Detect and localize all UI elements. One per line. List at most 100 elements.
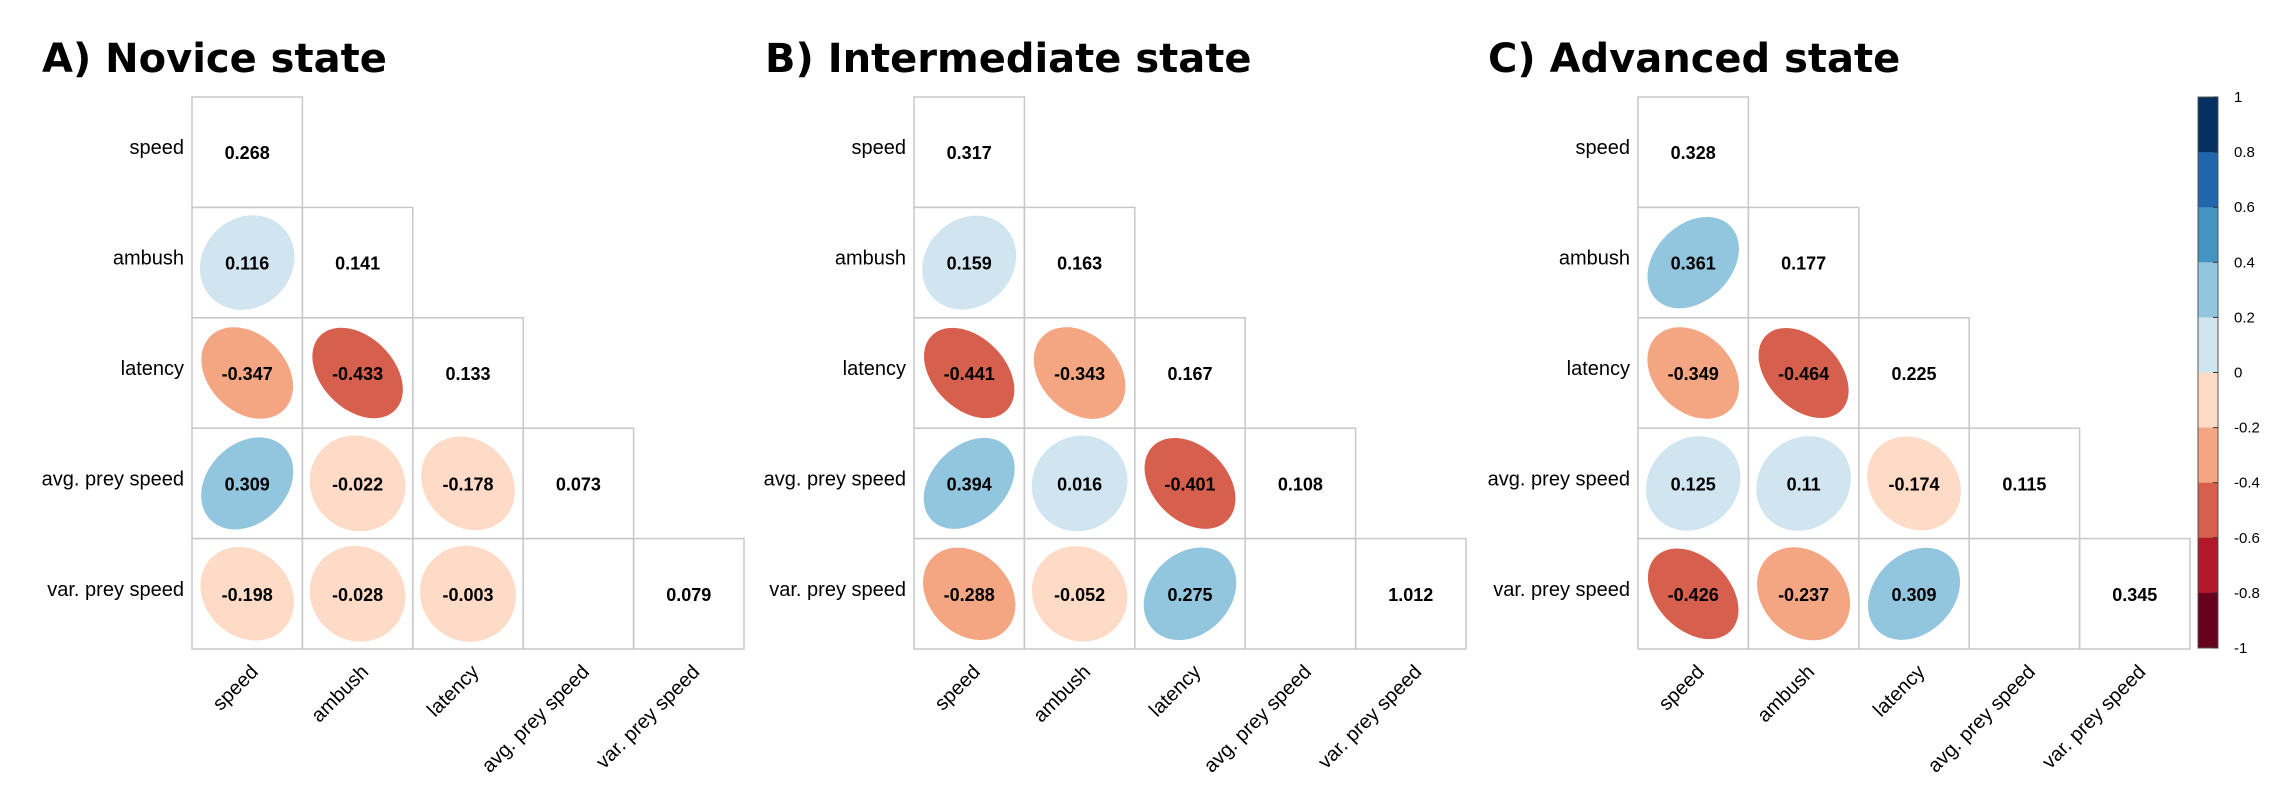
cell-value: 0.163: [1057, 254, 1102, 274]
cell-value: 0.275: [1167, 585, 1212, 605]
col-label-avg-prey-speed: avg. prey speed: [1200, 661, 1316, 777]
panel-title: C) Advanced state: [1488, 36, 1900, 82]
cell-value: 0.225: [1891, 364, 1936, 384]
cell-value: 0.309: [225, 474, 270, 494]
cell-value: -0.464: [1778, 364, 1829, 384]
col-label-ambush: ambush: [1753, 661, 1819, 727]
colorbar-segment: [2198, 262, 2218, 318]
cell-value: 0.141: [335, 254, 380, 274]
row-label-avg-prey-speed: avg. prey speed: [1488, 468, 1630, 490]
colorbar-tick-label: 0.4: [2234, 254, 2255, 271]
row-label-avg-prey-speed: avg. prey speed: [764, 468, 906, 490]
row-label-avg-prey-speed: avg. prey speed: [42, 468, 184, 490]
correlation-ellipse: [1647, 327, 1739, 419]
panel-1: A) Novice state 0.268 0.116 0.141 -0.347 -0.4…: [42, 36, 745, 777]
cell-value: -0.174: [1888, 474, 1939, 494]
correlation-ellipse: [1645, 436, 1741, 531]
colorbar-tick-label: 0.8: [2234, 144, 2255, 161]
cell-value: -0.028: [332, 585, 383, 605]
colorbar-tick-label: -0.6: [2234, 530, 2260, 547]
cell-value: 0.328: [1671, 143, 1716, 163]
grid-cell: [1968, 537, 2081, 650]
correlation-ellipse: [1143, 547, 1237, 641]
correlation-ellipse: [201, 437, 294, 530]
correlation-ellipse: [1647, 216, 1739, 309]
row-label-var-prey-speed: var. prey speed: [47, 579, 184, 601]
grid-cell: [2078, 537, 2191, 650]
col-label-latency: latency: [1145, 661, 1205, 721]
cell-value: 0.125: [1671, 474, 1716, 494]
cell-value: 0.394: [947, 474, 992, 494]
col-label-latency: latency: [423, 661, 483, 721]
cell-value: 0.268: [225, 143, 270, 163]
colorbar: 1 0.8 0.6 0.4 0.2 0 -0.2 -0.4 -0.6 -0.8 -1: [2197, 89, 2260, 657]
row-label-latency: latency: [121, 358, 184, 380]
colorbar-segment: [2198, 97, 2218, 153]
cell-value: 0.133: [445, 364, 490, 384]
cell-value: 0.108: [1278, 474, 1323, 494]
cell-value: 1.012: [1388, 585, 1433, 605]
row-label-var-prey-speed: var. prey speed: [769, 579, 906, 601]
cell-value: -0.052: [1054, 585, 1105, 605]
col-label-var-prey-speed: var. prey speed: [2038, 661, 2150, 773]
cell-value: 0.073: [556, 474, 601, 494]
cell-value: -0.288: [944, 585, 995, 605]
grid-cell: [632, 537, 745, 650]
cell-value: -0.426: [1668, 585, 1719, 605]
correlation-ellipse: [922, 215, 1017, 310]
row-label-ambush: ambush: [1559, 248, 1630, 270]
correlation-ellipse: [924, 327, 1015, 419]
colorbar-segment: [2198, 317, 2218, 373]
colorbar-segment: [2198, 427, 2218, 484]
grid-cell: [1244, 537, 1357, 650]
cell-value: 0.177: [1781, 254, 1826, 274]
colorbar-tick-label: 0: [2234, 365, 2242, 382]
row-label-var-prey-speed: var. prey speed: [1493, 579, 1630, 601]
correlation-ellipse: [1031, 435, 1128, 532]
colorbar-segment: [2198, 482, 2218, 539]
colorbar-tick-label: -0.4: [2234, 475, 2260, 492]
colorbar-segment: [2198, 592, 2218, 649]
row-label-latency: latency: [843, 358, 906, 380]
col-label-speed: speed: [209, 661, 263, 715]
cell-value: 0.016: [1057, 474, 1102, 494]
cell-value: -0.003: [442, 585, 493, 605]
col-label-avg-prey-speed: avg. prey speed: [1924, 661, 2040, 777]
correlation-ellipse: [1867, 547, 1961, 640]
grid-cell: [1354, 537, 1467, 650]
correlation-ellipse: [1144, 437, 1236, 529]
correlation-ellipse: [200, 547, 294, 641]
row-label-speed: speed: [1576, 137, 1631, 159]
correlation-ellipse: [1867, 436, 1961, 531]
cell-value: -0.198: [222, 585, 273, 605]
colorbar-tick-label: 0.2: [2234, 309, 2255, 326]
cell-value: -0.237: [1778, 585, 1829, 605]
colorbar-tick-label: 0.6: [2234, 199, 2255, 216]
panel-3: C) Advanced state 0.328 0.361 0.177 -0.349 -0…: [1488, 36, 2191, 777]
correlation-ellipse: [1756, 436, 1851, 531]
correlation-ellipse: [923, 547, 1016, 640]
colorbar-tick-label: 1: [2234, 89, 2242, 106]
cell-value: 0.345: [2112, 585, 2157, 605]
grid-cell: [522, 537, 635, 650]
panel-title: A) Novice state: [42, 36, 387, 82]
correlation-ellipse: [309, 435, 406, 532]
col-label-ambush: ambush: [307, 661, 373, 727]
cell-value: 0.361: [1671, 254, 1716, 274]
correlation-ellipse: [309, 545, 406, 642]
col-label-ambush: ambush: [1029, 661, 1095, 727]
row-label-latency: latency: [1567, 358, 1630, 380]
cell-value: 0.167: [1167, 364, 1212, 384]
correlation-ellipse: [1757, 547, 1851, 641]
correlation-ellipse: [419, 545, 517, 642]
colorbar-segment: [2198, 207, 2218, 263]
row-label-ambush: ambush: [835, 248, 906, 270]
correlation-ellipse: [421, 436, 515, 531]
col-label-speed: speed: [1655, 661, 1709, 715]
col-label-speed: speed: [931, 661, 985, 715]
cell-value: 0.317: [947, 143, 992, 163]
cell-value: -0.178: [442, 474, 493, 494]
correlation-ellipse: [1647, 548, 1739, 640]
col-label-var-prey-speed: var. prey speed: [1314, 661, 1426, 773]
